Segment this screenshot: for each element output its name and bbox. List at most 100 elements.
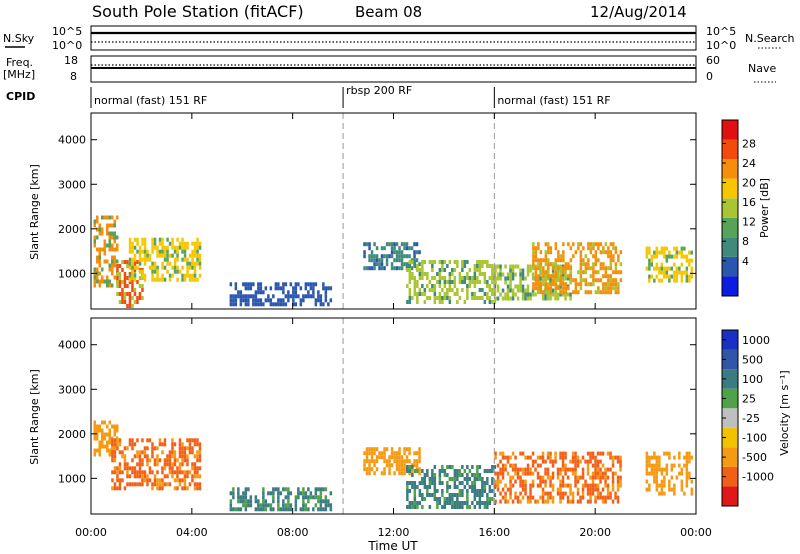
echo-cell <box>597 242 600 247</box>
echo-cell <box>131 288 134 292</box>
echo-cell <box>183 450 187 455</box>
echo-cell <box>611 487 615 492</box>
echo-cell <box>274 302 278 307</box>
echo-cell <box>589 246 593 251</box>
echo-cell <box>539 264 542 269</box>
echo-cell <box>118 284 122 288</box>
echo-cell <box>131 446 134 451</box>
echo-cell <box>514 284 517 289</box>
echo-cell <box>319 507 323 512</box>
echo-cell <box>586 451 590 456</box>
echo-cell <box>481 288 484 292</box>
echo-cell <box>232 507 235 512</box>
echo-cell <box>529 471 532 476</box>
nsky-tick-bottom: 10^0 <box>52 39 82 52</box>
echo-cell <box>173 462 177 467</box>
echo-cell <box>136 260 139 264</box>
echo-cell <box>193 482 197 487</box>
frequency-panel: Freq. [MHz] 18 8 60 0 Nave <box>3 54 776 83</box>
echo-cell <box>599 262 603 267</box>
echo-cell <box>156 245 159 250</box>
echo-cell <box>542 270 545 275</box>
echo-cell <box>312 495 315 500</box>
colorbar-swatch <box>722 198 738 218</box>
echo-cell <box>108 243 111 248</box>
echo-cell <box>665 258 669 263</box>
echo-cell <box>126 276 129 280</box>
echo-cell <box>421 260 424 264</box>
echo-cell <box>96 267 99 272</box>
echo-cell <box>541 475 545 480</box>
echo-cell <box>237 294 240 299</box>
echo-cell <box>103 239 106 244</box>
echo-cell <box>544 258 548 263</box>
echo-cell <box>410 467 414 472</box>
echo-cell <box>541 479 545 484</box>
echo-cell <box>501 272 505 277</box>
echo-cell <box>516 264 520 269</box>
echo-cell <box>532 246 535 251</box>
echo-cell <box>596 491 600 496</box>
colorbar-tick-label: 8 <box>742 235 749 248</box>
echo-cell <box>131 280 134 284</box>
echo-cell <box>294 286 298 291</box>
echo-cell <box>171 245 174 250</box>
echo-cell <box>327 302 330 307</box>
echo-cell <box>576 463 580 468</box>
echo-cell <box>161 466 164 471</box>
echo-cell <box>688 451 691 456</box>
echo-cell <box>511 451 515 456</box>
echo-cell <box>451 465 454 469</box>
echo-cell <box>413 493 417 497</box>
echo-cell <box>193 486 197 491</box>
echo-cell <box>446 501 449 505</box>
echo-cell <box>368 467 371 472</box>
echo-cell <box>511 499 515 504</box>
echo-cell <box>161 261 164 266</box>
echo-cell <box>406 469 409 473</box>
echo-cell <box>441 489 444 493</box>
echo-cell <box>418 467 421 472</box>
echo-cell <box>403 459 406 464</box>
echo-cell <box>564 286 568 291</box>
echo-cell <box>411 296 414 300</box>
echo-cell <box>385 459 389 464</box>
echo-cell <box>151 261 154 266</box>
echo-cell <box>532 242 535 247</box>
echo-cell <box>116 272 119 276</box>
colorbar-tick-label: 20 <box>742 177 756 190</box>
echo-cell <box>111 283 114 288</box>
echo-cell <box>123 292 127 296</box>
echo-cell <box>433 477 437 481</box>
echo-cell <box>461 288 464 292</box>
echo-cell <box>559 467 562 472</box>
colorbar-swatch <box>722 217 738 238</box>
echo-cell <box>408 471 411 476</box>
echo-cell <box>486 497 489 501</box>
echo-cell <box>156 454 159 459</box>
echo-cell <box>458 469 462 473</box>
echo-cell <box>183 486 187 491</box>
echo-cell <box>173 454 177 459</box>
echo-cell <box>516 296 520 301</box>
echo-cell <box>156 478 159 483</box>
echo-cell <box>456 292 459 296</box>
echo-cell <box>473 284 477 288</box>
echo-cell <box>645 459 649 464</box>
echo-cell <box>587 266 590 271</box>
echo-cell <box>685 483 689 488</box>
echo-cell <box>665 274 669 279</box>
echo-cell <box>601 487 605 492</box>
echo-cell <box>416 501 419 505</box>
echo-cell <box>181 277 184 282</box>
echo-cell <box>483 501 487 505</box>
echo-cell <box>564 296 567 301</box>
echo-cell <box>586 499 590 504</box>
echo-cell <box>496 284 500 289</box>
echo-cell <box>193 442 197 447</box>
echo-cell <box>614 455 617 460</box>
echo-cell <box>98 227 101 232</box>
echo-cell <box>171 470 174 475</box>
echo-cell <box>544 471 547 476</box>
echo-cell <box>116 424 119 429</box>
